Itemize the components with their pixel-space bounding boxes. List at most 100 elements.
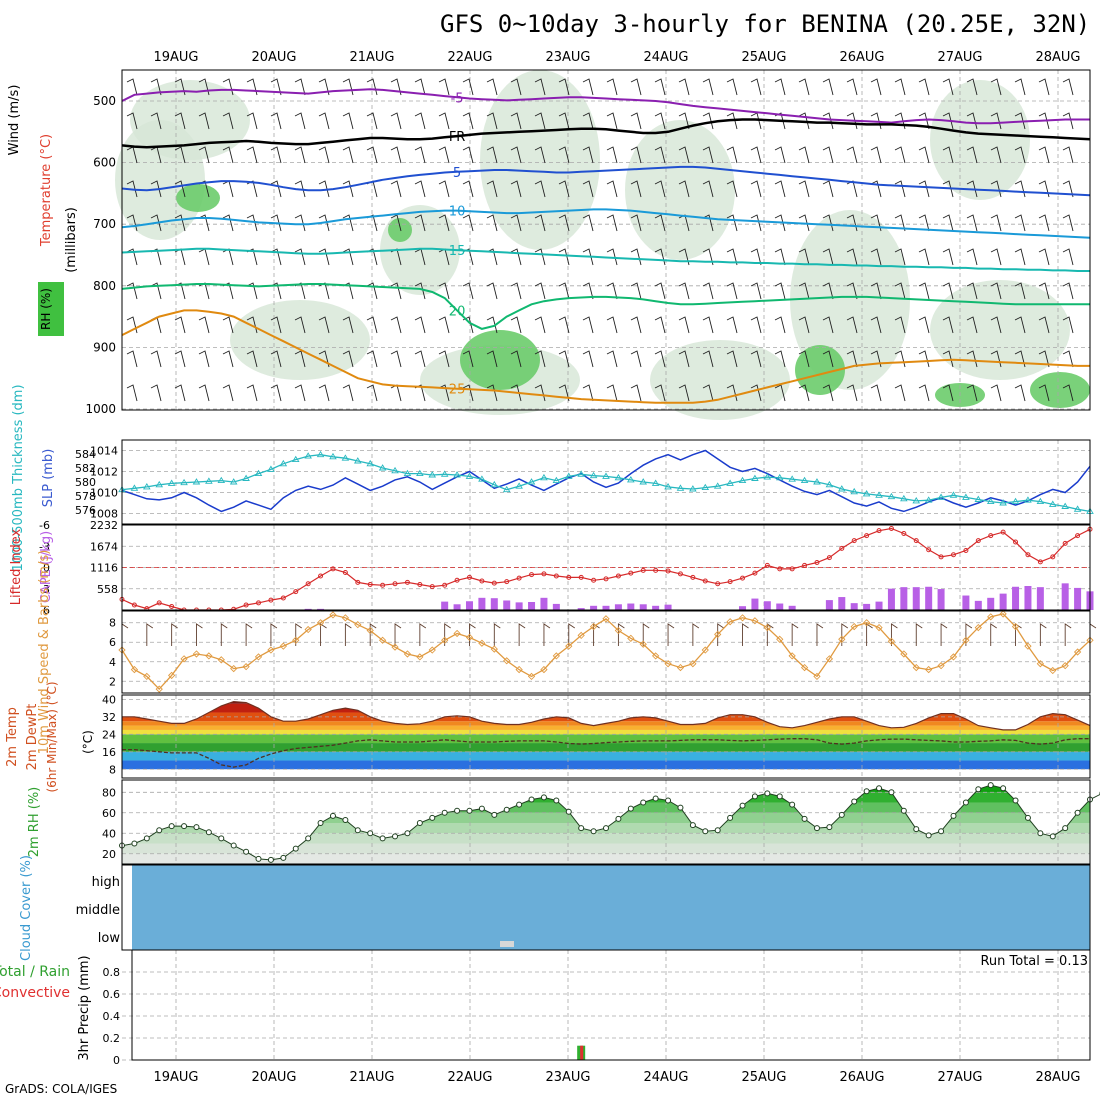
thickness-marker bbox=[329, 452, 337, 460]
slp-tick-label: 1010 bbox=[90, 487, 118, 500]
isotherm-line bbox=[121, 88, 1090, 125]
surface-wind-barb bbox=[146, 623, 154, 646]
rh-marker bbox=[1012, 797, 1019, 804]
top-day-label: 25AUG bbox=[741, 50, 786, 65]
lifted-index-marker bbox=[814, 560, 820, 566]
wind-barb bbox=[486, 146, 498, 164]
thickness-marker bbox=[192, 478, 201, 485]
thickness-marker bbox=[887, 492, 896, 500]
lifted-index-marker bbox=[256, 600, 262, 606]
lifted-index-marker bbox=[1037, 559, 1043, 565]
wind-barb bbox=[294, 78, 306, 96]
wind-speed-marker bbox=[912, 663, 920, 672]
lifted-index-marker bbox=[1075, 533, 1081, 539]
wind-barb bbox=[150, 350, 162, 368]
rh-marker bbox=[267, 856, 274, 863]
lifted-index-marker bbox=[975, 538, 981, 544]
wind-barb bbox=[870, 78, 882, 96]
wind-speed-marker bbox=[949, 653, 958, 661]
wind-barb bbox=[894, 282, 906, 300]
wind-barb bbox=[654, 180, 666, 198]
wind-barb bbox=[702, 78, 714, 96]
thickness-marker bbox=[1073, 505, 1082, 512]
wind-speed-marker bbox=[254, 653, 263, 661]
wind-side-label: Wind (m/s) bbox=[7, 85, 22, 156]
thickness-marker bbox=[614, 473, 623, 481]
lifted-index-marker bbox=[888, 526, 894, 532]
wind-barb bbox=[222, 316, 234, 334]
temp-side-label: 2m Temp bbox=[5, 707, 20, 767]
rh-shade-area bbox=[230, 300, 370, 380]
wind-barb bbox=[414, 146, 426, 164]
bottom-day-label: 26AUG bbox=[839, 1070, 884, 1085]
wind-barb bbox=[1062, 146, 1074, 164]
rh-marker bbox=[813, 825, 820, 832]
wind-barb bbox=[774, 282, 786, 300]
thickness-marker bbox=[589, 471, 598, 479]
thickness-tick-label: 584 bbox=[75, 448, 96, 461]
cape-bar bbox=[652, 605, 660, 610]
pressure-tick-label: 1000 bbox=[85, 402, 116, 416]
wind-speed-marker bbox=[738, 614, 747, 622]
wind-barb bbox=[150, 214, 162, 232]
rh-marker bbox=[392, 833, 399, 840]
wind-barb bbox=[1014, 248, 1026, 266]
rh-marker bbox=[913, 826, 920, 833]
wind-barb bbox=[582, 112, 594, 130]
rh-marker bbox=[578, 825, 585, 832]
temp-color-band bbox=[122, 760, 1090, 770]
wind-barb bbox=[318, 316, 330, 334]
rh-marker bbox=[975, 786, 982, 793]
lifted-index-marker bbox=[839, 545, 845, 551]
wind-barb bbox=[630, 384, 642, 402]
wind-speed-marker bbox=[937, 662, 945, 670]
wind-barb bbox=[294, 384, 306, 402]
cape-bar bbox=[528, 602, 536, 610]
surface-wind-barb bbox=[965, 623, 973, 646]
lifted-index-marker bbox=[876, 528, 882, 534]
cape-bar bbox=[590, 605, 598, 610]
wind-barb bbox=[726, 214, 738, 232]
wind-barb bbox=[678, 146, 690, 164]
wind-barb bbox=[342, 384, 354, 402]
wind-barb bbox=[1062, 248, 1074, 266]
wind-barb bbox=[678, 282, 690, 300]
lifted-index-marker bbox=[454, 577, 460, 583]
cape-bar bbox=[490, 598, 498, 610]
wind-speed-marker bbox=[552, 652, 560, 660]
top-day-label: 20AUG bbox=[251, 50, 296, 65]
wind-barb bbox=[1038, 146, 1050, 164]
footer-credit: GrADS: COLA/IGES bbox=[5, 1082, 118, 1096]
wind-speed-marker bbox=[143, 672, 151, 681]
thickness-marker bbox=[403, 469, 412, 477]
lifted-index-marker bbox=[491, 580, 497, 586]
pressure-axis-label: (millibars) bbox=[64, 207, 79, 273]
cape-tick-label: 2232 bbox=[90, 519, 118, 532]
thickness-marker bbox=[130, 484, 139, 491]
wind-barb bbox=[510, 350, 522, 368]
lifted-index-marker bbox=[615, 573, 621, 579]
wind-speed-marker bbox=[1061, 662, 1069, 670]
wind-barb bbox=[846, 350, 858, 368]
wind-barb bbox=[246, 214, 258, 232]
wind-barb bbox=[918, 282, 930, 300]
wind-speed-marker bbox=[329, 611, 337, 619]
lifted-index-marker bbox=[355, 579, 361, 585]
thickness-marker bbox=[267, 465, 275, 472]
wind-barb bbox=[1014, 282, 1026, 300]
lifted-index-marker bbox=[280, 595, 286, 601]
surface-wind-barb bbox=[692, 623, 700, 646]
wind-barb bbox=[534, 282, 546, 300]
wind-barb bbox=[462, 350, 474, 368]
wind-barb bbox=[558, 214, 570, 232]
rh-marker bbox=[702, 828, 709, 835]
precip-tick-label: 0.6 bbox=[103, 988, 121, 1001]
rh-marker bbox=[528, 796, 535, 803]
wind-speed-marker bbox=[925, 665, 933, 674]
wind-barb bbox=[846, 248, 858, 266]
rh-marker bbox=[491, 811, 498, 818]
rh-marker bbox=[826, 824, 833, 831]
rh-side-label: RH (%) bbox=[39, 288, 53, 330]
bottom-day-label: 27AUG bbox=[937, 1070, 982, 1085]
rh-marker bbox=[938, 828, 945, 835]
